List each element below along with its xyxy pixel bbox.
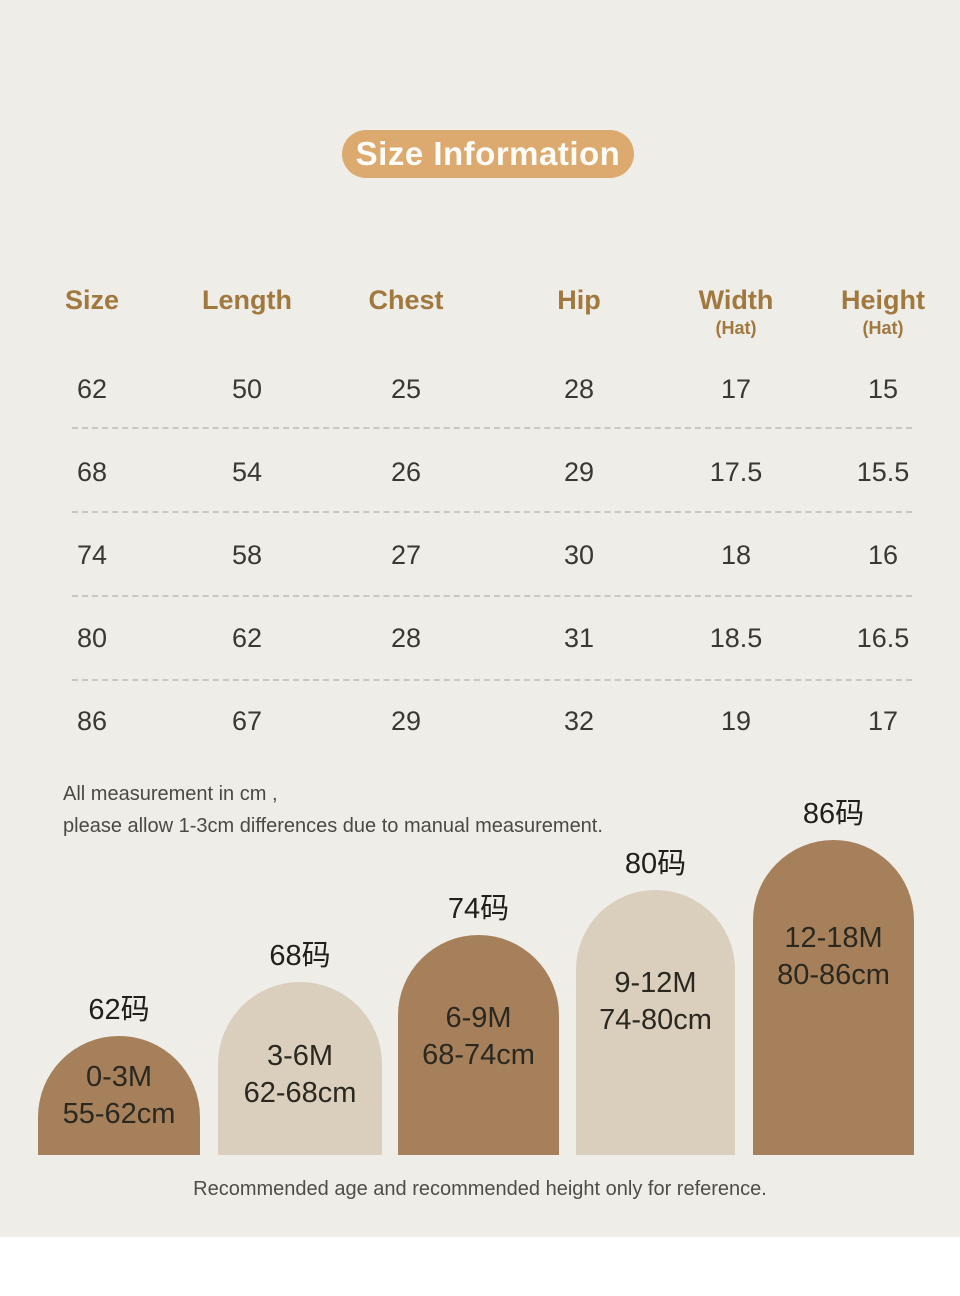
column-header-hip: Hip bbox=[504, 270, 654, 348]
arch-label-62: 62码 bbox=[88, 994, 150, 1026]
size-arch-80: 80码 9-12M 74-80cm bbox=[576, 840, 735, 1155]
table-column-hip: Hip 28 29 30 31 32 bbox=[504, 270, 654, 763]
table-cell: 28 bbox=[563, 374, 595, 404]
row-divider bbox=[72, 679, 912, 681]
table-cell: 19 bbox=[720, 706, 752, 736]
table-cell: 62 bbox=[76, 374, 108, 404]
table-cell: 26 bbox=[390, 457, 422, 487]
note-line-1: All measurement in cm , bbox=[63, 783, 278, 805]
table-cell: 62 bbox=[231, 623, 263, 653]
table-cell: 18 bbox=[720, 540, 752, 570]
table-column-width-hat: Width (Hat) 17 17.5 18 18.5 19 bbox=[661, 270, 811, 763]
header-label: Chest bbox=[368, 285, 444, 315]
arch-label-68: 68码 bbox=[269, 940, 331, 972]
arch-height-range: 68-74cm bbox=[422, 1039, 535, 1071]
table-column-size: Size 62 68 74 80 86 bbox=[17, 270, 167, 763]
table-cell: 50 bbox=[231, 374, 263, 404]
table-cell: 16 bbox=[867, 540, 899, 570]
arch-height-range: 80-86cm bbox=[777, 958, 890, 991]
reference-caption: Recommended age and recommended height o… bbox=[193, 1178, 767, 1200]
table-cell: 15.5 bbox=[856, 457, 910, 487]
column-header-width-hat: Width (Hat) bbox=[661, 270, 811, 348]
column-header-size: Size bbox=[17, 270, 167, 348]
table-cell: 67 bbox=[231, 706, 263, 736]
page-title: Size Information bbox=[355, 135, 621, 172]
row-divider bbox=[72, 427, 912, 429]
arch-label-80: 80码 bbox=[624, 848, 687, 880]
row-divider bbox=[72, 511, 912, 513]
table-cell: 80 bbox=[76, 623, 108, 653]
table-cell: 16.5 bbox=[856, 623, 910, 653]
arch-shape-68: 3-6M 62-68cm bbox=[218, 982, 382, 1155]
table-cell: 17.5 bbox=[709, 457, 763, 487]
row-divider bbox=[72, 595, 912, 597]
header-label: Size bbox=[64, 285, 120, 315]
measurement-notes: All measurement in cm , please allow 1-3… bbox=[63, 778, 603, 842]
arch-age-range: 3-6M bbox=[266, 1039, 334, 1072]
note-line-2: please allow 1-3cm differences due to ma… bbox=[63, 815, 603, 837]
column-header-chest: Chest bbox=[331, 270, 481, 348]
header-label: Hip bbox=[557, 285, 601, 315]
arch-shape-74: 6-9M 68-74cm bbox=[398, 935, 559, 1155]
size-arch-86: 86码 12-18M 80-86cm bbox=[753, 790, 914, 1155]
arch-shape-80: 9-12M 74-80cm bbox=[576, 890, 735, 1155]
table-cell: 25 bbox=[390, 374, 422, 404]
header-label: Length bbox=[202, 285, 292, 315]
header-label: Height bbox=[841, 285, 925, 315]
table-cell: 15 bbox=[867, 374, 899, 404]
table-cell: 27 bbox=[390, 540, 422, 570]
size-arch-68: 68码 3-6M 62-68cm bbox=[218, 932, 382, 1155]
arch-age-range: 9-12M bbox=[614, 966, 697, 999]
table-column-length: Length 50 54 58 62 67 bbox=[172, 270, 322, 763]
table-cell: 18.5 bbox=[709, 623, 763, 653]
header-sublabel: (Hat) bbox=[715, 318, 757, 338]
table-cell: 30 bbox=[563, 540, 595, 570]
arch-label-86: 86码 bbox=[802, 798, 865, 830]
table-cell: 68 bbox=[76, 457, 108, 487]
size-information-badge: Size Information bbox=[342, 130, 634, 178]
arch-age-range: 6-9M bbox=[445, 1002, 512, 1034]
size-arch-74: 74码 6-9M 68-74cm bbox=[398, 885, 559, 1155]
table-cell: 54 bbox=[231, 457, 263, 487]
column-header-length: Length bbox=[172, 270, 322, 348]
table-cell: 17 bbox=[720, 374, 752, 404]
arch-shape-62: 0-3M 55-62cm bbox=[38, 1036, 200, 1155]
arch-height-range: 74-80cm bbox=[599, 1003, 712, 1036]
arch-age-range: 0-3M bbox=[85, 1060, 153, 1093]
table-column-chest: Chest 25 26 27 28 29 bbox=[331, 270, 481, 763]
arch-age-range: 12-18M bbox=[784, 921, 883, 954]
header-sublabel: (Hat) bbox=[862, 318, 904, 338]
table-cell: 17 bbox=[867, 706, 899, 736]
size-arch-62: 62码 0-3M 55-62cm bbox=[38, 986, 200, 1155]
arch-height-range: 55-62cm bbox=[62, 1097, 176, 1130]
arch-height-range: 62-68cm bbox=[243, 1076, 357, 1109]
arch-label-74: 74码 bbox=[447, 893, 510, 925]
table-cell: 86 bbox=[76, 706, 108, 736]
table-cell: 74 bbox=[76, 540, 108, 570]
arch-shape-86: 12-18M 80-86cm bbox=[753, 840, 914, 1155]
table-column-height-hat: Height (Hat) 15 15.5 16 16.5 17 bbox=[808, 270, 958, 763]
table-cell: 31 bbox=[563, 623, 595, 653]
table-cell: 29 bbox=[563, 457, 595, 487]
table-cell: 58 bbox=[231, 540, 263, 570]
table-cell: 32 bbox=[563, 706, 595, 736]
table-cell: 28 bbox=[390, 623, 422, 653]
column-header-height-hat: Height (Hat) bbox=[808, 270, 958, 348]
table-cell: 29 bbox=[390, 706, 422, 736]
header-label: Width bbox=[698, 285, 774, 315]
